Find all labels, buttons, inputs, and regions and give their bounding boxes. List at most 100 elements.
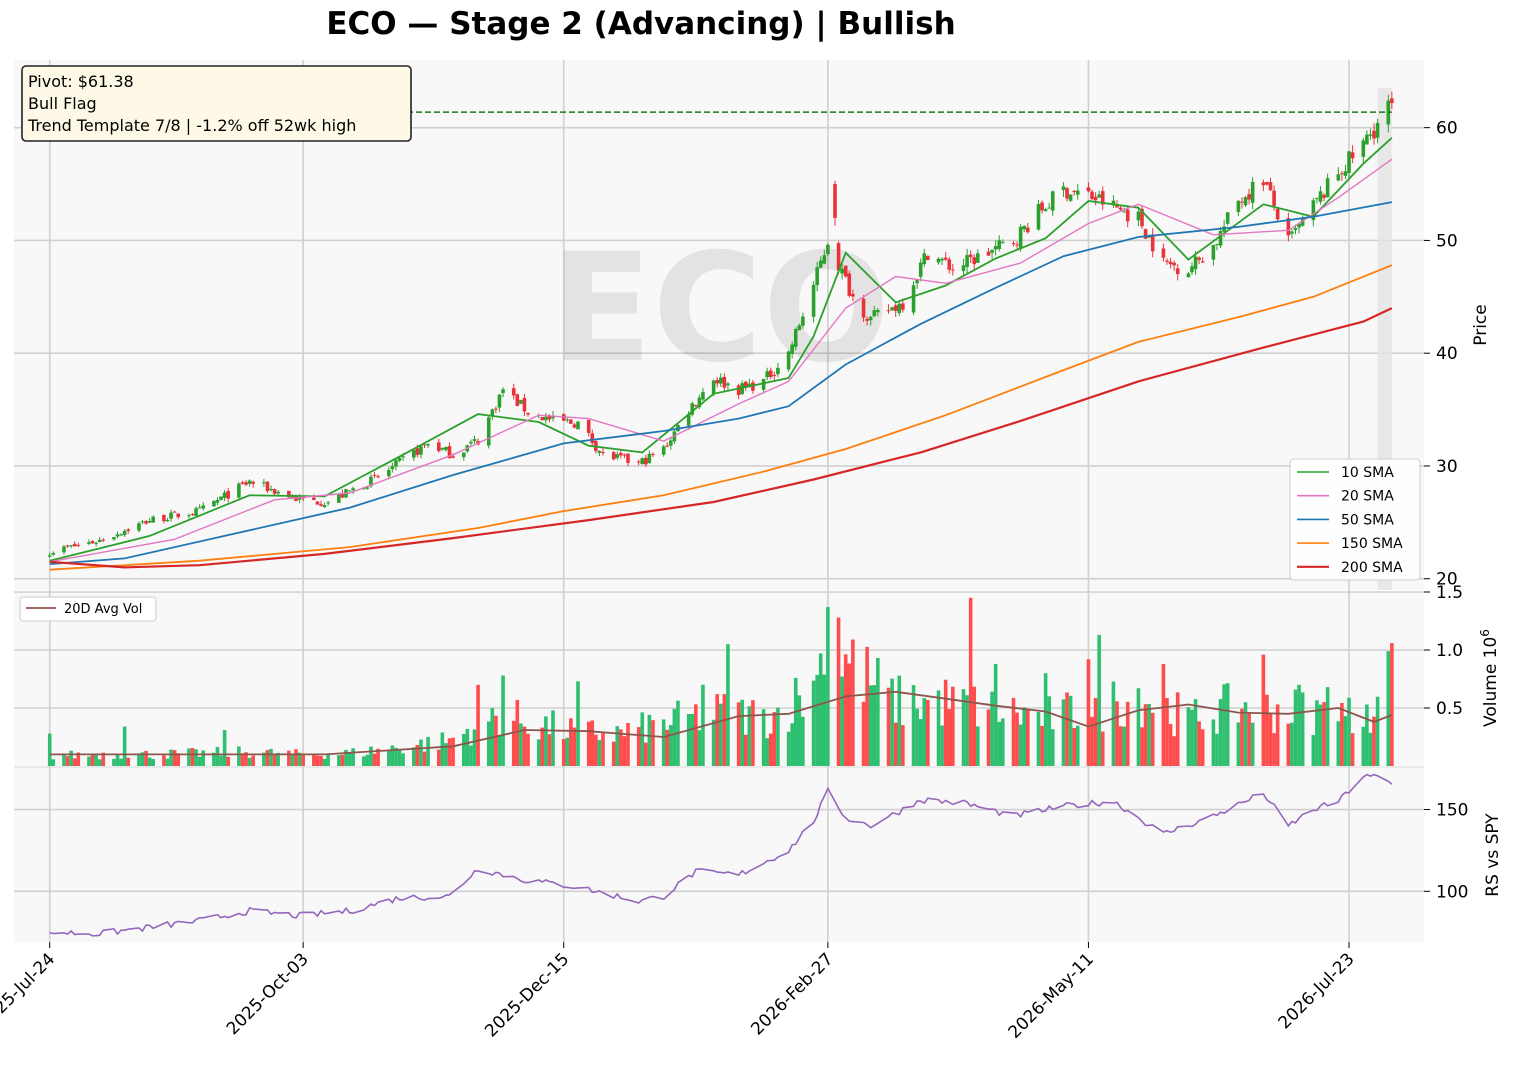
volume-bar <box>1022 707 1027 766</box>
volume-bar <box>287 750 291 766</box>
candle-body <box>1061 186 1066 191</box>
volume-bar <box>822 674 827 766</box>
volume-bar <box>1086 659 1091 766</box>
candle-body <box>326 502 330 504</box>
candle-body <box>394 460 398 467</box>
volume-bar <box>897 675 902 766</box>
volume-bar <box>761 709 766 766</box>
candle-body <box>1368 134 1373 136</box>
candle-body <box>865 318 869 321</box>
volume-bar <box>626 723 630 766</box>
candle-body <box>743 381 748 387</box>
candle-body <box>1218 231 1223 246</box>
candle-body <box>833 184 837 218</box>
volume-bar <box>222 730 227 766</box>
volume-bar <box>1322 702 1326 766</box>
volume-bar <box>1093 697 1098 766</box>
candle-body <box>162 515 166 522</box>
candle-body <box>669 440 673 446</box>
volume-bar <box>1365 704 1369 766</box>
volume-bar <box>115 754 120 766</box>
price-axis-title: Price <box>1471 304 1491 345</box>
candle-body <box>501 389 505 393</box>
volume-bar <box>172 750 177 766</box>
candle-body <box>511 388 516 396</box>
volume-bar <box>294 749 298 766</box>
volume-bar <box>1386 651 1391 766</box>
candle-body <box>362 488 366 490</box>
volume-bar <box>76 752 81 766</box>
candle-body <box>1200 261 1205 263</box>
candle-body <box>1247 194 1251 200</box>
volume-bar <box>397 750 402 766</box>
candle-body <box>851 293 855 297</box>
volume-bar <box>1243 702 1248 766</box>
pivot-annotation: Pivot: $61.38 Bull Flag Trend Template 7/8… <box>21 65 412 142</box>
volume-bar <box>793 677 798 766</box>
candle-body <box>461 452 466 458</box>
candle-body <box>237 483 241 498</box>
candle-body <box>747 383 752 387</box>
candle-body <box>222 492 227 498</box>
volume-bar <box>1147 704 1151 766</box>
candle-body <box>975 253 980 263</box>
volume-bar <box>290 754 295 766</box>
legend-label: 20D Avg Vol <box>64 602 142 617</box>
volume-bar <box>215 747 220 766</box>
volume-bar <box>940 725 944 766</box>
ma-line-20-sma <box>49 158 1393 563</box>
candles-group <box>47 91 1394 558</box>
candle-body <box>319 504 323 506</box>
candle-body <box>1050 191 1055 211</box>
volume-bar <box>476 684 480 766</box>
volume-axis-label: Volume 10 <box>1481 637 1501 727</box>
volume-bar <box>818 653 823 766</box>
volume-bar <box>1190 709 1194 766</box>
volume-bar <box>251 755 255 766</box>
ma-legend: 10 SMA 20 SMA 50 SMA 150 SMA 200 SMA <box>1289 458 1421 581</box>
candle-body <box>1300 218 1305 226</box>
candle-body <box>1111 200 1116 206</box>
volume-bar <box>1340 703 1344 766</box>
volume-bar <box>1240 708 1244 766</box>
rs-panel-bg <box>14 767 1424 942</box>
volume-bar <box>187 748 191 766</box>
avg-volume-line <box>49 690 1393 756</box>
candle-body <box>711 380 716 394</box>
candle-body <box>619 453 623 456</box>
candle-body <box>576 421 580 430</box>
candle-body <box>165 519 170 522</box>
volume-bar <box>1200 729 1205 766</box>
candle-body <box>1150 234 1155 252</box>
x-tick-label: 2025-Jul-24 <box>0 949 59 1033</box>
volume-bar <box>1143 704 1148 766</box>
volume-bar <box>943 679 948 766</box>
volume-bar <box>1015 712 1019 766</box>
volume-bar <box>1315 700 1319 766</box>
candle-body <box>194 508 198 516</box>
candle-body <box>490 409 495 416</box>
candle-body <box>968 254 973 258</box>
volume-bar <box>893 722 898 766</box>
volume-bar <box>347 752 352 766</box>
candle-body <box>1265 181 1269 185</box>
candle-body <box>1043 209 1048 212</box>
candle-body <box>790 344 794 355</box>
candle-body <box>840 268 844 274</box>
ma-line-10-sma <box>49 137 1393 562</box>
volume-bar <box>1175 692 1180 766</box>
candle-body <box>915 279 919 284</box>
volume-bar <box>176 753 181 766</box>
candle-body <box>726 383 730 386</box>
candle-body <box>401 456 405 458</box>
candle-body <box>569 419 573 424</box>
volume-bar <box>1368 732 1373 766</box>
candle-body <box>815 267 819 286</box>
volume-bar <box>915 708 919 766</box>
price-tick-label: 40 <box>1436 344 1458 364</box>
candle-body <box>390 466 395 470</box>
annotation-box <box>21 65 412 142</box>
candle-body <box>269 488 273 491</box>
candle-body <box>1336 174 1341 181</box>
candle-body <box>201 505 205 509</box>
